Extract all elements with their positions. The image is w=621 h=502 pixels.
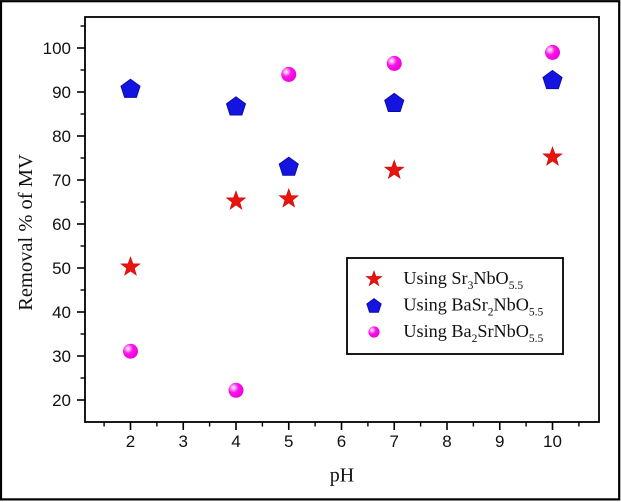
svg-text:9: 9 [495, 432, 504, 451]
svg-text:70: 70 [52, 171, 71, 190]
svg-text:Removal % of MV: Removal % of MV [15, 154, 37, 311]
svg-text:8: 8 [442, 432, 451, 451]
svg-text:pH: pH [330, 465, 354, 487]
svg-text:4: 4 [231, 432, 240, 451]
svg-text:3: 3 [179, 432, 188, 451]
svg-text:40: 40 [52, 303, 71, 322]
svg-text:5: 5 [284, 432, 293, 451]
svg-text:6: 6 [337, 432, 346, 451]
svg-text:2: 2 [126, 432, 135, 451]
svg-text:30: 30 [52, 347, 71, 366]
svg-text:80: 80 [52, 127, 71, 146]
svg-text:10: 10 [543, 432, 562, 451]
svg-text:100: 100 [43, 39, 71, 58]
svg-text:7: 7 [390, 432, 399, 451]
svg-text:50: 50 [52, 259, 71, 278]
svg-text:60: 60 [52, 215, 71, 234]
svg-text:20: 20 [52, 391, 71, 410]
svg-text:90: 90 [52, 83, 71, 102]
